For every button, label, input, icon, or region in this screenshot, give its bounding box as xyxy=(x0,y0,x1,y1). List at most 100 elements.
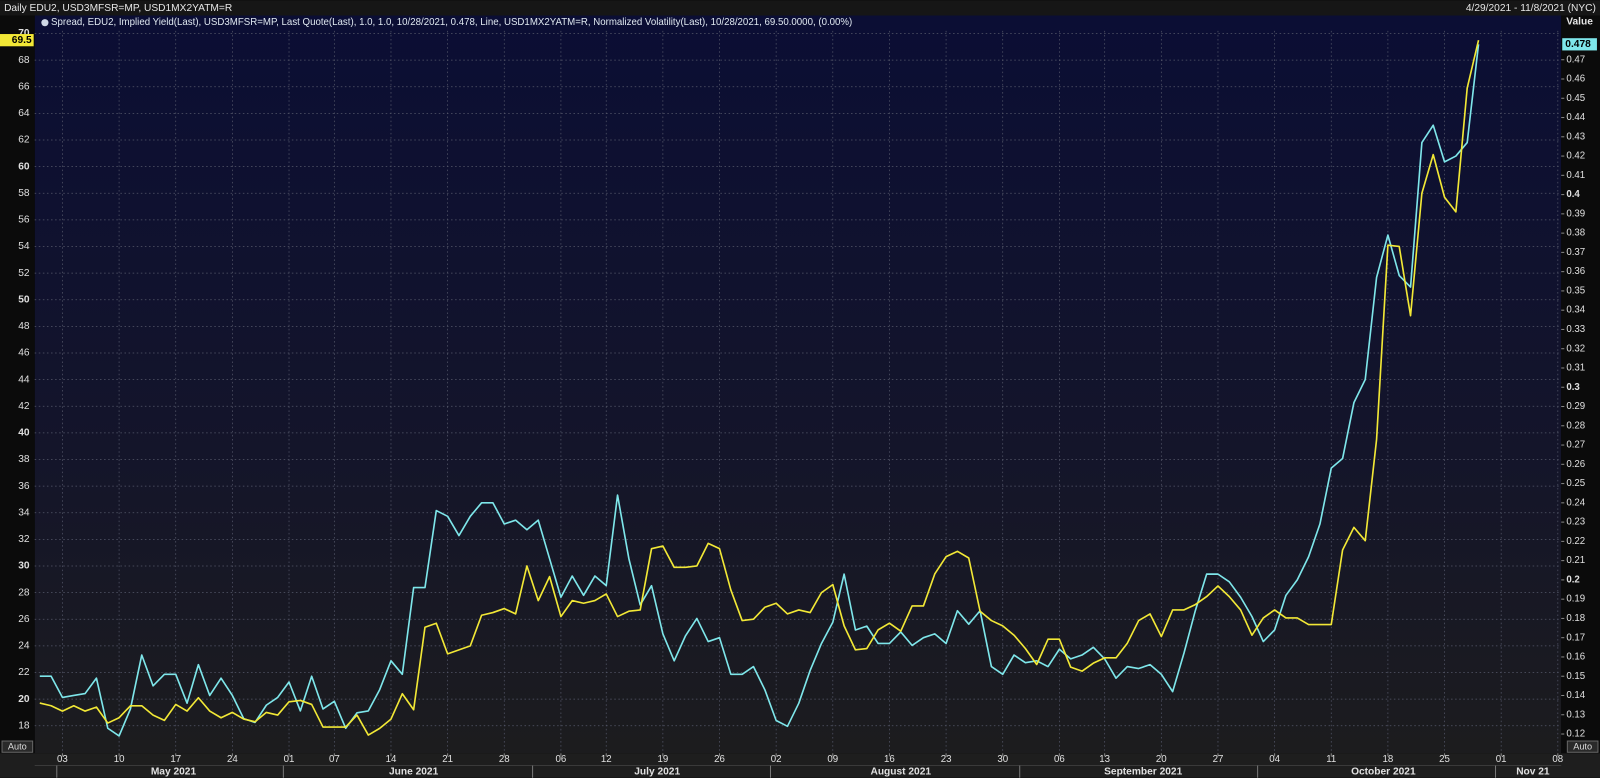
header-title: Daily EDU2, USD3MFSR=MP, USD1MX2YATM=R xyxy=(4,3,232,14)
y2-tick-label: 0.42 xyxy=(1566,151,1585,162)
y-tick-label: 38 xyxy=(18,454,30,465)
right-axis-band xyxy=(1561,15,1600,754)
y-tick-label: 68 xyxy=(18,55,30,66)
x-tick-label: 07 xyxy=(329,754,340,765)
y2-tick-label: 0.26 xyxy=(1566,459,1585,470)
y2-tick-label: 0.28 xyxy=(1566,420,1585,431)
y-tick-label: 44 xyxy=(18,374,30,385)
x-tick-label: 11 xyxy=(1326,754,1336,765)
month-label: Nov 21 xyxy=(1516,766,1550,777)
month-label: September 2021 xyxy=(1104,766,1182,777)
y2-tick-label: 0.17 xyxy=(1566,632,1585,643)
x-tick-label: 02 xyxy=(771,754,782,765)
x-tick-label: 01 xyxy=(1496,754,1507,765)
month-label: June 2021 xyxy=(389,766,439,777)
y2-axis-title: Value xyxy=(1566,16,1593,27)
x-tick-label: 20 xyxy=(1156,754,1167,765)
y-tick-label: 64 xyxy=(18,108,30,119)
y2-tick-label: 0.19 xyxy=(1566,594,1585,605)
y2-tick-label: 0.2 xyxy=(1566,574,1579,585)
y2-tick-label: 0.37 xyxy=(1566,247,1585,258)
y2-tick-label: 0.44 xyxy=(1566,112,1585,123)
x-tick-label: 21 xyxy=(442,754,453,765)
y2-tick-label: 0.16 xyxy=(1566,652,1585,663)
auto-button-label[interactable]: Auto xyxy=(8,742,27,752)
x-tick-label: 16 xyxy=(884,754,895,765)
y2-tick-label: 0.14 xyxy=(1566,690,1585,701)
y2-tick-label: 0.23 xyxy=(1566,517,1585,528)
x-tick-label: 06 xyxy=(556,754,567,765)
y-tick-label: 18 xyxy=(18,720,30,731)
x-tick-label: 09 xyxy=(827,754,838,765)
x-tick-label: 27 xyxy=(1213,754,1224,765)
series-line xyxy=(39,39,1480,736)
y2-tick-label: 0.46 xyxy=(1566,74,1585,85)
x-tick-label: 19 xyxy=(657,754,668,765)
y2-tick-label: 0.18 xyxy=(1566,613,1585,624)
y-tick-label: 50 xyxy=(18,294,30,305)
x-tick-label: 30 xyxy=(997,754,1008,765)
y-tick-label: 34 xyxy=(18,507,30,518)
auto-button[interactable] xyxy=(1566,740,1599,753)
y-tick-label: 28 xyxy=(18,587,30,598)
month-label: July 2021 xyxy=(634,766,680,777)
y2-tick-label: 0.33 xyxy=(1566,324,1585,335)
y-tick-label: 42 xyxy=(18,401,30,412)
y-tick-label: 32 xyxy=(18,534,30,545)
y2-tick-label: 0.36 xyxy=(1566,266,1585,277)
y-tick-label: 22 xyxy=(18,667,30,678)
x-tick-label: 08 xyxy=(1552,754,1563,765)
y2-tick-label: 0.45 xyxy=(1566,93,1585,104)
x-tick-label: 23 xyxy=(941,754,952,765)
y2-tick-label: 0.35 xyxy=(1566,285,1585,296)
left-axis-band xyxy=(0,15,35,754)
y2-tick-label: 0.29 xyxy=(1566,401,1585,412)
x-tick-label: 18 xyxy=(1383,754,1394,765)
y2-tick-label: 0.3 xyxy=(1566,382,1580,393)
auto-button[interactable] xyxy=(1,740,34,753)
series-line xyxy=(39,44,1480,737)
x-tick-label: 12 xyxy=(601,754,612,765)
auto-button-label[interactable]: Auto xyxy=(1573,742,1592,752)
header-bar xyxy=(0,0,1600,16)
y2-tick-label: 0.41 xyxy=(1566,170,1585,181)
legend-icon xyxy=(41,19,49,27)
y2-tick-label: 0.15 xyxy=(1566,671,1585,682)
y-tick-label: 58 xyxy=(18,188,30,199)
y2-tick-label: 0.27 xyxy=(1566,440,1585,451)
y2-tick-label: 0.13 xyxy=(1566,709,1585,720)
last-value-box xyxy=(0,34,34,47)
y-tick-label: 66 xyxy=(18,81,30,92)
month-label: May 2021 xyxy=(151,766,197,777)
y-tick-label: 56 xyxy=(18,215,30,226)
y2-tick-label: 0.24 xyxy=(1566,497,1585,508)
month-label: October 2021 xyxy=(1351,766,1416,777)
x-tick-label: 04 xyxy=(1269,754,1280,765)
month-label: August 2021 xyxy=(870,766,931,777)
y-tick-label: 36 xyxy=(18,481,30,492)
y2-tick-label: 0.47 xyxy=(1566,54,1585,65)
y-tick-label: 70 xyxy=(18,28,30,39)
x-tick-label: 01 xyxy=(284,754,295,765)
last-value-label: 69.5 xyxy=(12,35,32,46)
plot-area xyxy=(34,15,1562,754)
y2-tick-label: 0.39 xyxy=(1566,208,1585,219)
y-tick-label: 62 xyxy=(18,135,30,146)
last-value-box xyxy=(1562,38,1597,51)
last-value-label: 0.478 xyxy=(1565,39,1591,50)
y2-tick-label: 0.25 xyxy=(1566,478,1585,489)
x-tick-label: 25 xyxy=(1439,754,1450,765)
legend-text: Spread, EDU2, Implied Yield(Last), USD3M… xyxy=(51,17,852,28)
x-tick-label: 17 xyxy=(170,754,181,765)
x-tick-label: 13 xyxy=(1099,754,1110,765)
x-tick-label: 24 xyxy=(227,754,238,765)
header-date-range: 4/29/2021 - 11/8/2021 (NYC) xyxy=(1466,3,1596,14)
x-tick-label: 06 xyxy=(1054,754,1065,765)
y2-tick-label: 0.21 xyxy=(1566,555,1585,566)
x-tick-label: 03 xyxy=(57,754,68,765)
y-tick-label: 24 xyxy=(18,641,30,652)
y2-tick-label: 0.32 xyxy=(1566,343,1585,354)
y-tick-label: 46 xyxy=(18,348,30,359)
